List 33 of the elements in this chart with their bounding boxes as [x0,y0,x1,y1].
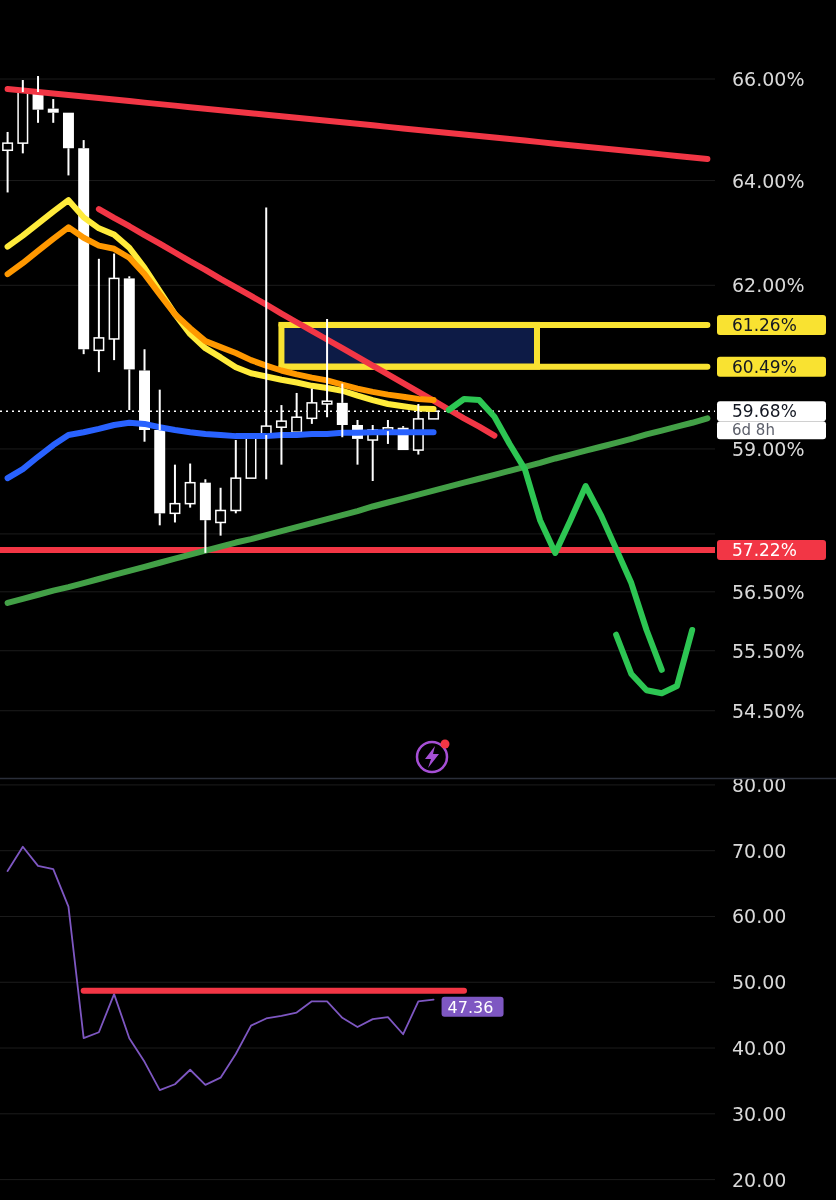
candlestick [123,275,135,412]
y-tick-label: 50.00 [732,971,787,994]
candlestick [47,98,59,124]
candlestick [62,112,74,177]
candlestick [169,463,181,524]
text: 6d 8h [732,421,775,440]
y-tick-label: 59.00% [732,437,805,460]
line-series [6,845,435,1092]
y-tick-label: 64.00% [732,169,805,192]
y-tick-label: 60.00 [732,905,787,928]
candlestick [17,79,29,155]
candlestick [199,478,211,554]
candlestick [93,257,105,374]
candlestick [184,462,196,509]
y-tick-label: 54.50% [732,699,805,722]
candlestick [78,139,90,356]
candlestick [2,130,14,194]
y-tick-label: 70.00 [732,839,787,862]
candlestick [230,439,242,515]
ref-line-label: 57.22% [732,540,797,561]
y-tick-label: 62.00% [732,274,805,297]
ref-line-label: 59.68% [732,401,797,422]
data-label: 61.26% [732,314,797,335]
y-tick-label: 56.50% [732,580,805,603]
y-tick-label: 40.00 [732,1037,787,1060]
data-label: 60.49% [732,356,797,377]
y-tick-label: 30.00 [732,1102,787,1125]
y-tick-label: 55.50% [732,639,805,662]
candlestick [108,252,120,362]
y-tick-label: 20.00 [732,1168,787,1191]
candlestick [215,486,227,537]
y-tick-label: 66.00% [732,68,805,91]
data-label: 47.36 [447,997,494,1017]
